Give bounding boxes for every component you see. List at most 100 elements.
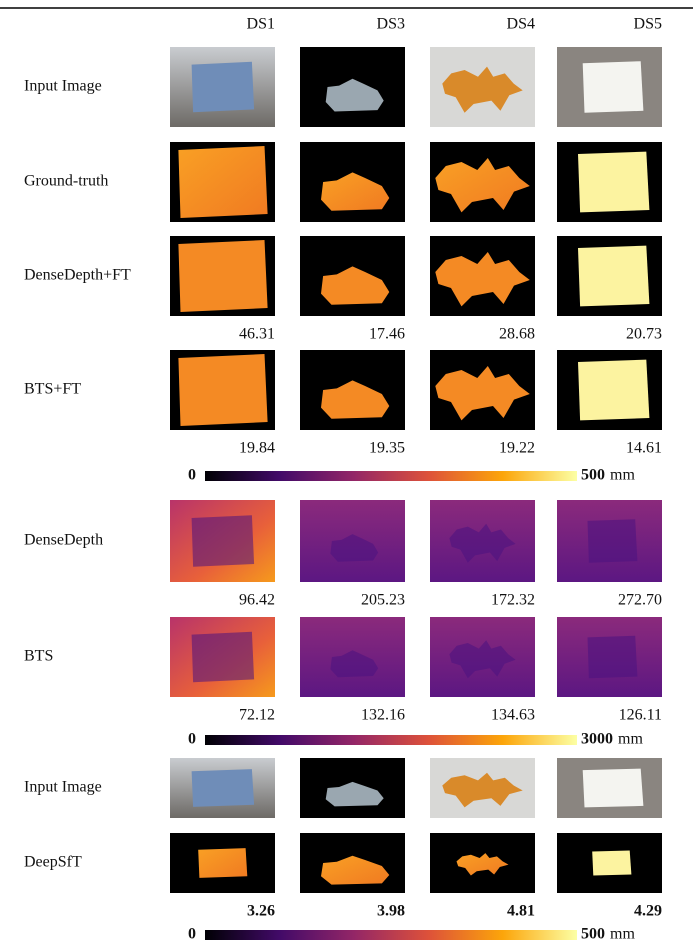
colorbar-min: 0 <box>188 731 196 748</box>
image-cell <box>300 758 405 818</box>
image-cell <box>430 350 535 430</box>
depth-object <box>330 534 379 562</box>
image-object <box>191 769 255 807</box>
depth-object <box>178 240 268 312</box>
image-cell <box>300 833 405 893</box>
depth-object <box>321 266 390 305</box>
row-label: DenseDepth <box>24 532 103 549</box>
row-label: Input Image <box>24 78 102 95</box>
image-object <box>191 61 255 113</box>
image-cell <box>557 47 662 127</box>
image-object <box>325 781 384 807</box>
colorbar <box>205 930 577 940</box>
column-header: DS3 <box>377 16 405 33</box>
image-cell <box>300 47 405 127</box>
row-label: BTS <box>24 648 53 665</box>
score: 172.32 <box>491 592 535 609</box>
colorbar-max: 500 <box>581 926 605 943</box>
image-cell <box>300 500 405 582</box>
image-cell <box>430 142 535 222</box>
row-label: Input Image <box>24 779 102 796</box>
image-object <box>442 66 523 113</box>
colorbar <box>205 471 577 481</box>
depth-object <box>191 515 255 567</box>
image-cell <box>557 236 662 316</box>
depth-object <box>587 635 638 679</box>
score: 272.70 <box>618 592 662 609</box>
score: 4.29 <box>634 903 662 920</box>
score: 20.73 <box>626 326 662 343</box>
colorbar-unit: mm <box>610 467 635 484</box>
image-cell <box>430 758 535 818</box>
image-object <box>325 78 384 112</box>
depth-object <box>330 650 379 678</box>
image-cell <box>557 833 662 893</box>
image-cell <box>557 758 662 818</box>
score: 28.68 <box>499 326 535 343</box>
image-cell <box>170 236 275 316</box>
depth-object <box>321 172 390 211</box>
row-label: DeepSfT <box>24 854 82 871</box>
score: 134.63 <box>491 707 535 724</box>
score: 19.84 <box>239 440 275 457</box>
colorbar-max: 3000 <box>581 731 613 748</box>
image-cell <box>300 617 405 697</box>
score: 19.35 <box>369 440 405 457</box>
score: 19.22 <box>499 440 535 457</box>
score: 132.16 <box>361 707 405 724</box>
image-object <box>582 61 644 113</box>
score: 4.81 <box>507 903 535 920</box>
score: 72.12 <box>239 707 275 724</box>
row-label: Ground-truth <box>24 173 108 190</box>
depth-object <box>435 252 530 307</box>
depth-object <box>578 151 650 213</box>
depth-object <box>198 848 248 878</box>
row-label: DenseDepth+FT <box>24 267 131 284</box>
score: 3.26 <box>247 903 275 920</box>
colorbar <box>205 735 577 745</box>
depth-object <box>191 631 255 683</box>
image-cell <box>430 833 535 893</box>
image-cell <box>170 350 275 430</box>
image-cell <box>430 500 535 582</box>
image-cell <box>170 47 275 127</box>
column-header: DS1 <box>247 16 275 33</box>
column-header: DS4 <box>507 16 535 33</box>
depth-object <box>178 354 268 426</box>
image-cell <box>170 833 275 893</box>
image-cell <box>557 142 662 222</box>
row-label: BTS+FT <box>24 381 81 398</box>
depth-object <box>435 366 530 421</box>
depth-object <box>178 146 268 218</box>
image-cell <box>170 758 275 818</box>
depth-object <box>321 380 390 419</box>
image-cell <box>557 617 662 697</box>
image-cell <box>557 500 662 582</box>
depth-object <box>435 158 530 213</box>
image-cell <box>300 142 405 222</box>
colorbar-max: 500 <box>581 467 605 484</box>
depth-object <box>578 245 650 307</box>
colorbar-unit: mm <box>610 926 635 943</box>
score: 17.46 <box>369 326 405 343</box>
image-cell <box>300 236 405 316</box>
depth-object <box>456 853 509 876</box>
image-object <box>582 768 644 808</box>
depth-object <box>578 359 650 421</box>
image-cell <box>170 617 275 697</box>
colorbar-unit: mm <box>618 731 643 748</box>
depth-object <box>449 523 516 563</box>
image-cell <box>557 350 662 430</box>
image-cell <box>300 350 405 430</box>
image-cell <box>430 47 535 127</box>
score: 46.31 <box>239 326 275 343</box>
image-cell <box>430 236 535 316</box>
image-object <box>442 772 523 808</box>
score: 14.61 <box>626 440 662 457</box>
score: 126.11 <box>619 707 662 724</box>
column-header: DS5 <box>634 16 662 33</box>
depth-object <box>449 640 516 679</box>
image-cell <box>170 142 275 222</box>
